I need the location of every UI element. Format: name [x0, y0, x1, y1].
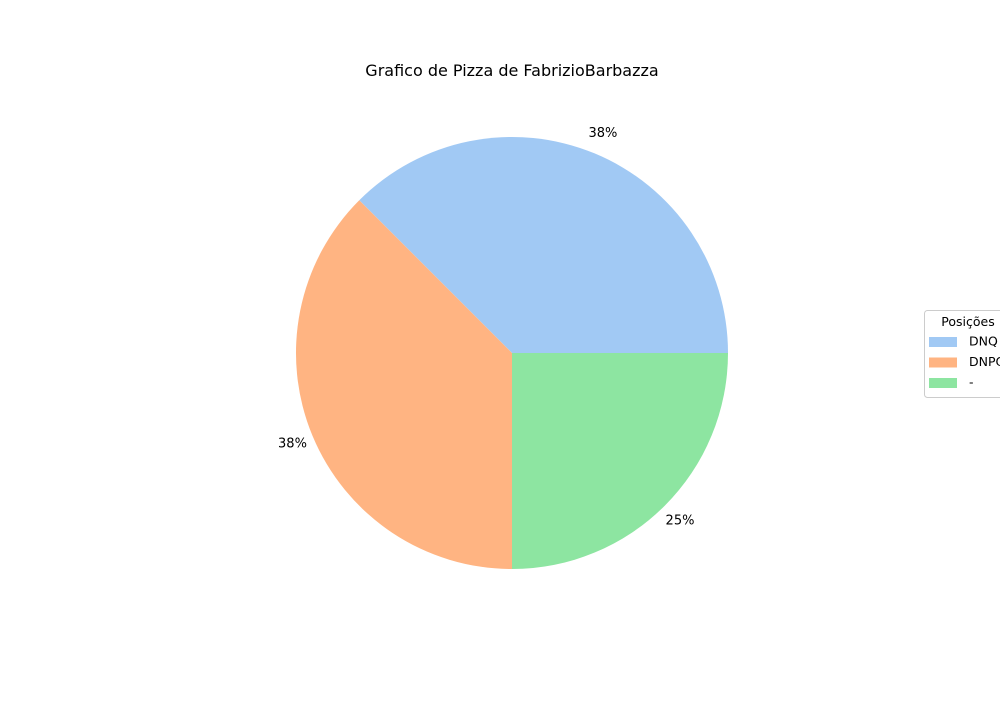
pie-slices — [296, 137, 728, 569]
chart-title: Grafico de Pizza de FabrizioBarbazza — [365, 61, 658, 80]
legend-label: DNPQ — [969, 354, 1000, 369]
pie-percent-label: 38% — [588, 126, 617, 141]
legend-label: - — [969, 375, 974, 390]
pie-percent-label: 25% — [666, 514, 695, 529]
legend-title: Posições — [941, 314, 994, 329]
legend-swatch — [929, 378, 957, 388]
pie-slice — [512, 353, 728, 569]
pie-percent-label: 38% — [278, 436, 307, 451]
legend-swatch — [929, 337, 957, 347]
legend-label: DNQ — [969, 334, 998, 349]
legend: Posições DNQ DNPQ - — [925, 311, 1000, 398]
legend-swatch — [929, 358, 957, 368]
